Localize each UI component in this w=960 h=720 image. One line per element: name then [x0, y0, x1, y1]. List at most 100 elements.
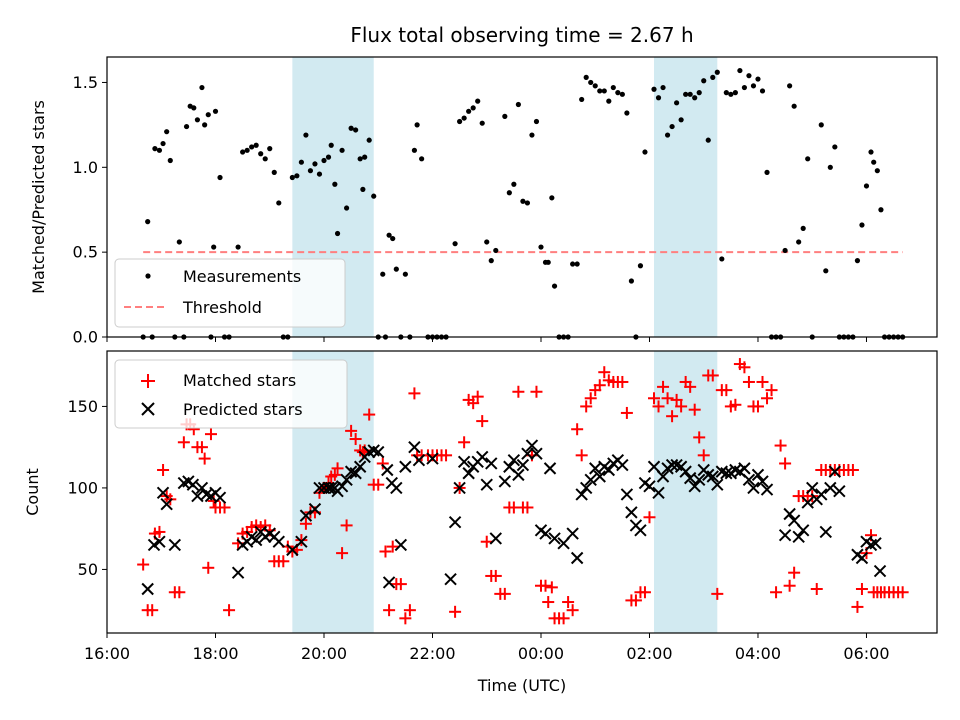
matched-star-point — [157, 463, 170, 476]
predicted-star-point — [530, 447, 543, 460]
matched-star-point — [657, 380, 670, 393]
predicted-star-point — [462, 467, 475, 480]
bottom-x-tick-label: 22:00 — [409, 644, 455, 663]
measurement-point — [714, 69, 720, 75]
measurement-point — [823, 268, 829, 274]
predicted-star-point — [557, 537, 570, 550]
measurement-point — [723, 90, 729, 96]
top-y-tick-label: 1.0 — [73, 158, 98, 177]
measurement-point — [615, 90, 621, 96]
matched-star-point — [738, 361, 751, 374]
measurement-point — [411, 147, 418, 153]
matched-star-point — [471, 390, 484, 403]
legend-predicted-marker — [141, 402, 155, 416]
measurement-point — [267, 146, 273, 152]
predicted-star-point — [720, 467, 733, 480]
top-highlight-bands — [292, 57, 718, 337]
measurement-point — [235, 244, 241, 250]
matched-star-point — [742, 375, 755, 388]
measurement-point — [868, 149, 874, 155]
top-legend: Measurements Threshold — [114, 258, 346, 328]
matched-star-point — [146, 604, 159, 617]
predicted-star-point — [295, 535, 308, 548]
measurement-point — [191, 105, 197, 111]
measurement-point — [863, 183, 870, 189]
measurement-point — [741, 84, 748, 91]
matched-star-point — [684, 380, 697, 393]
bottom-legend-box — [114, 359, 348, 429]
measurement-point — [520, 198, 526, 204]
matched-star-point — [440, 449, 453, 462]
measurement-point — [380, 271, 386, 277]
measurement-point — [533, 118, 540, 125]
measurement-point — [854, 258, 861, 264]
measurement-point — [551, 283, 558, 289]
measurement-point — [637, 263, 644, 269]
matched-star-point — [542, 596, 555, 609]
measurement-point — [728, 91, 734, 97]
measurement-point — [660, 84, 666, 91]
matched-star-point — [376, 457, 389, 470]
predicted-star-point — [156, 486, 170, 500]
bottom-ticks: 50 100 150 16:00 18:00 20:00 22:00 00:00 02:00 04… — [67, 397, 889, 663]
predicted-star-point — [634, 524, 647, 537]
measurement-point — [339, 147, 345, 153]
bottom-legend: Matched stars Predicted stars — [114, 359, 348, 429]
measurement-point — [328, 142, 334, 148]
measurement-point — [164, 129, 170, 135]
measurement-point — [628, 278, 635, 284]
measurement-point — [343, 205, 350, 211]
predicted-star-point — [521, 447, 534, 460]
measurement-point — [583, 74, 589, 80]
matched-star-point — [720, 384, 733, 397]
measurement-point — [479, 120, 485, 126]
matched-star-point — [571, 423, 584, 436]
measurement-point — [332, 181, 338, 187]
matched-star-point — [137, 558, 150, 571]
measurement-point — [549, 195, 555, 201]
measurement-point — [205, 112, 211, 118]
bottom-x-tick-label: 02:00 — [626, 644, 672, 663]
measurement-point — [470, 105, 476, 111]
measurement-point — [183, 123, 190, 130]
matched-star-point — [386, 540, 399, 553]
measurement-point — [874, 168, 880, 174]
matched-star-point — [643, 511, 656, 524]
predicted-star-point — [833, 484, 846, 498]
measurement-point — [457, 118, 463, 125]
top-y-tick-label: 0.5 — [73, 243, 98, 262]
measurement-point — [334, 230, 341, 237]
matched-star-point — [851, 600, 864, 613]
measurement-point — [750, 83, 757, 89]
predicted-star-point — [539, 527, 552, 540]
matched-star-point — [399, 612, 412, 625]
measurement-point — [276, 200, 282, 206]
measurement-point — [244, 147, 250, 153]
predicted-star-point — [656, 470, 670, 483]
measurement-point — [692, 95, 698, 101]
predicted-star-point — [476, 450, 489, 464]
matched-star-point — [202, 561, 215, 574]
matched-star-point — [521, 501, 534, 514]
measurement-point — [253, 142, 259, 148]
matched-star-point — [584, 392, 597, 405]
predicted-star-point — [616, 458, 629, 472]
predicted-star-point — [783, 507, 796, 521]
predicted-star-point — [349, 467, 362, 480]
matched-star-point — [489, 569, 502, 582]
measurement-point — [669, 123, 675, 130]
matched-star-point — [379, 545, 392, 558]
matched-star-point — [783, 579, 796, 592]
matched-star-point — [223, 604, 236, 617]
matched-star-point — [476, 415, 489, 428]
matched-star-point — [449, 605, 462, 618]
predicted-star-point — [448, 515, 462, 529]
measurement-point — [249, 144, 255, 150]
measurement-point — [859, 222, 865, 228]
measurement-point — [461, 115, 467, 121]
predicted-star-point — [412, 454, 426, 467]
predicted-star-point — [647, 460, 661, 473]
predicted-star-point — [453, 481, 466, 495]
matched-star-point — [336, 547, 349, 560]
